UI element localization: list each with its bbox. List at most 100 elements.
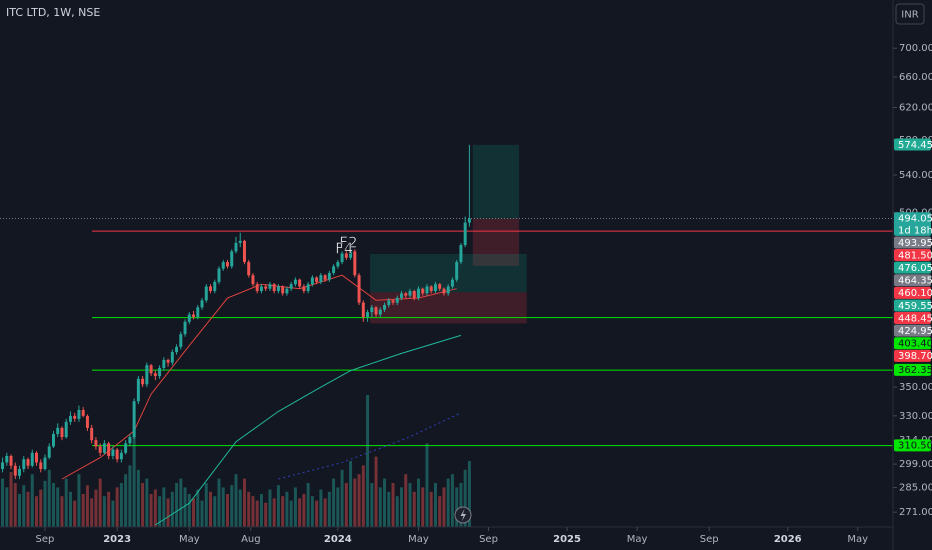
candle-body bbox=[255, 284, 259, 292]
volume-bar bbox=[323, 498, 327, 527]
candle-body bbox=[56, 427, 60, 434]
volume-bar bbox=[5, 487, 9, 527]
candle-body bbox=[310, 277, 314, 285]
volume-bar bbox=[77, 474, 81, 527]
volume-bar bbox=[374, 456, 378, 527]
price-label bbox=[894, 439, 931, 452]
candle-body bbox=[196, 307, 200, 317]
volume-bar bbox=[141, 483, 145, 527]
candle-body bbox=[68, 415, 72, 422]
candle-body bbox=[5, 455, 9, 463]
y-tick-label: 330.00 bbox=[899, 411, 932, 422]
candle-body bbox=[374, 307, 378, 315]
volume-bar bbox=[400, 487, 403, 527]
price-label-text: 459.55 bbox=[898, 301, 932, 312]
price-label bbox=[894, 349, 931, 362]
volume-bar bbox=[115, 487, 119, 527]
position-loss bbox=[472, 218, 520, 266]
candle-body bbox=[145, 365, 149, 385]
chart-title: ITC LTD, 1W, NSE bbox=[6, 6, 100, 19]
volume-bar bbox=[68, 491, 72, 527]
candle-body bbox=[153, 373, 157, 377]
volume-bar bbox=[438, 496, 442, 527]
volume-bar bbox=[128, 465, 132, 527]
volume-bar bbox=[421, 487, 425, 527]
price-label bbox=[894, 312, 931, 325]
volume-bar bbox=[217, 478, 221, 527]
volume-bar bbox=[370, 483, 374, 527]
volume-bar bbox=[242, 478, 246, 527]
currency-box[interactable] bbox=[895, 3, 925, 25]
candle-body bbox=[412, 291, 416, 298]
candle-body bbox=[30, 452, 34, 466]
volume-bar bbox=[170, 491, 174, 527]
volume-bar bbox=[90, 498, 94, 527]
volume-bar bbox=[179, 478, 183, 527]
volume-bar bbox=[293, 487, 297, 527]
price-label-text: 403.40 bbox=[898, 339, 932, 350]
volume-bar bbox=[417, 478, 420, 527]
price-label bbox=[894, 363, 931, 376]
x-tick-label: Sep bbox=[479, 534, 498, 545]
currency[interactable]: INR bbox=[901, 10, 918, 21]
price-label-text: 398.70 bbox=[898, 351, 932, 362]
volume-bar bbox=[145, 478, 149, 527]
volume-bar bbox=[353, 478, 357, 527]
volume-bar bbox=[47, 469, 51, 527]
candle-body bbox=[204, 286, 208, 301]
countdown: 1d 18h bbox=[898, 226, 932, 237]
price-label-text: 464.35 bbox=[898, 276, 932, 287]
volume-bar bbox=[251, 496, 255, 527]
volume-bar bbox=[340, 469, 344, 527]
volume-bar bbox=[221, 487, 225, 527]
candle-body bbox=[463, 222, 467, 246]
volume-bar bbox=[64, 478, 68, 527]
volume-bar bbox=[408, 483, 412, 527]
candle-body bbox=[433, 284, 437, 292]
volume-bar bbox=[192, 498, 196, 527]
price-label bbox=[894, 212, 931, 236]
candle-body bbox=[421, 288, 425, 294]
volume-bar bbox=[344, 483, 348, 527]
price-label-text: 493.95 bbox=[898, 238, 932, 249]
candle-body bbox=[306, 284, 310, 292]
candle-body bbox=[170, 352, 174, 363]
price-label bbox=[894, 261, 931, 274]
volume-bar bbox=[73, 500, 77, 527]
candle-body bbox=[217, 268, 221, 282]
price-label-text: 476.05 bbox=[898, 263, 932, 274]
candle-body bbox=[77, 409, 81, 419]
y-tick-label: 700.00 bbox=[899, 43, 932, 54]
volume-bar bbox=[463, 469, 467, 527]
candle-body bbox=[340, 253, 344, 263]
candle-body bbox=[450, 279, 454, 287]
volume-bar bbox=[213, 496, 217, 527]
candle-body bbox=[298, 279, 302, 287]
candle-body bbox=[404, 293, 408, 296]
price-label bbox=[894, 249, 931, 262]
candle-body bbox=[98, 446, 102, 453]
volume-bar bbox=[187, 494, 191, 527]
volume-bar bbox=[30, 474, 34, 527]
candle-body bbox=[107, 443, 111, 456]
candle-body bbox=[455, 262, 459, 280]
candle-body bbox=[332, 266, 336, 273]
volume-bar bbox=[361, 465, 365, 527]
volume-bar bbox=[124, 474, 128, 527]
candle-body bbox=[285, 288, 289, 294]
volume-bar bbox=[272, 498, 276, 527]
volume-bar bbox=[255, 500, 259, 527]
candle-body bbox=[268, 284, 272, 289]
volume-bar bbox=[268, 489, 272, 527]
volume-bar bbox=[1, 478, 5, 527]
candle-body bbox=[383, 304, 387, 310]
volume-bar bbox=[366, 395, 370, 527]
price-label-text: 460.10 bbox=[898, 288, 932, 299]
candle-body bbox=[18, 469, 22, 476]
moving-average bbox=[155, 334, 462, 526]
candle-body bbox=[264, 286, 268, 289]
candle-body bbox=[221, 262, 225, 269]
volume-bar bbox=[51, 483, 55, 527]
volume-bar bbox=[336, 487, 340, 527]
